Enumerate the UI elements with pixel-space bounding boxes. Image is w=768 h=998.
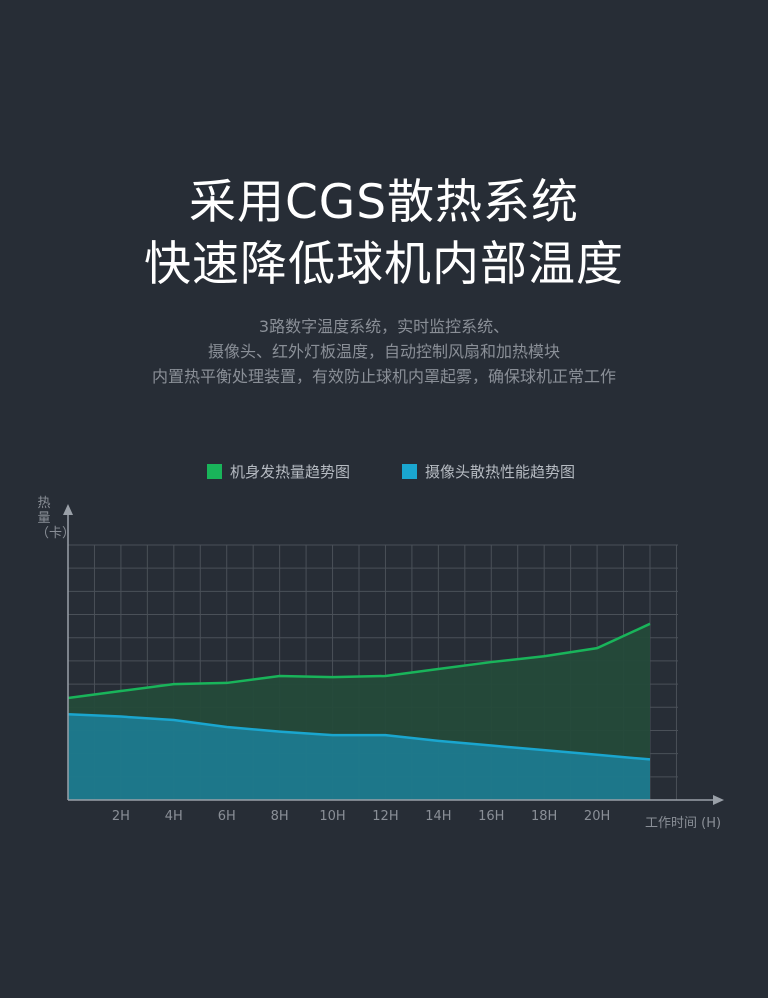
x-tick-label: 2H xyxy=(112,809,130,824)
series-2-area xyxy=(68,714,650,800)
legend-item-series-2: 摄像头散热性能趋势图 xyxy=(402,461,575,482)
legend-item-series-1: 机身发热量趋势图 xyxy=(207,461,350,482)
x-tick-label: 4H xyxy=(165,809,183,824)
series-2-line xyxy=(67,712,651,761)
x-axis-arrow-icon xyxy=(713,795,724,805)
y-axis-arrow-icon xyxy=(63,504,73,515)
description: 3路数字温度系统，实时监控系统、 摄像头、红外灯板温度，自动控制风扇和加热模块 … xyxy=(0,314,768,389)
x-tick-label: 20H xyxy=(584,809,610,824)
x-tick-label: 14H xyxy=(425,809,451,824)
x-tick-label: 18H xyxy=(531,809,557,824)
series-1-line xyxy=(67,622,651,700)
headline: 采用CGS散热系统 快速降低球机内部温度 xyxy=(0,172,768,296)
x-tick-label: 16H xyxy=(478,809,504,824)
description-line-3: 内置热平衡处理装置，有效防止球机内罩起雾，确保球机正常工作 xyxy=(151,367,616,386)
legend-swatch-series-1 xyxy=(207,464,222,479)
x-tick-label: 12H xyxy=(372,809,398,824)
legend-label-series-2: 摄像头散热性能趋势图 xyxy=(425,463,576,481)
x-tick-label: 8H xyxy=(271,809,289,824)
x-tick-label: 10H xyxy=(319,809,345,824)
headline-line-1: 采用CGS散热系统 xyxy=(188,175,580,230)
legend-label-series-1: 机身发热量趋势图 xyxy=(230,463,351,481)
headline-line-2: 快速降低球机内部温度 xyxy=(144,237,624,292)
x-axis-label: 工作时间 (H) xyxy=(645,816,722,831)
description-line-2: 摄像头、红外灯板温度，自动控制风扇和加热模块 xyxy=(207,342,560,361)
legend-swatch-series-2 xyxy=(402,464,417,479)
description-line-1: 3路数字温度系统，实时监控系统、 xyxy=(258,317,510,336)
x-tick-label: 6H xyxy=(218,809,236,824)
